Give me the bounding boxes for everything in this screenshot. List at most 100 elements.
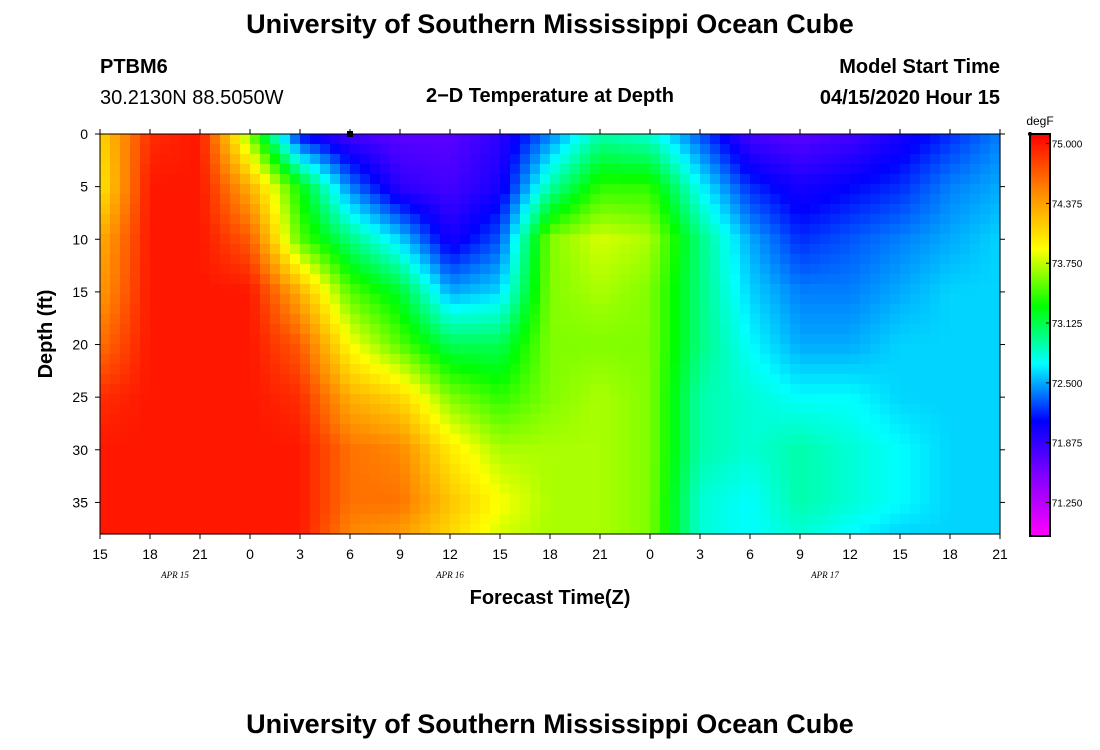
heat-cell: [570, 284, 581, 295]
heat-cell: [670, 274, 681, 285]
heat-cell: [670, 304, 681, 315]
heat-cell: [160, 214, 171, 225]
heat-cell: [720, 164, 731, 175]
heat-cell: [830, 344, 841, 355]
heat-cell: [940, 164, 951, 175]
heat-cell: [690, 424, 701, 435]
heat-cell: [880, 234, 891, 245]
heat-cell: [390, 424, 401, 435]
heat-cell: [730, 394, 741, 405]
heat-cell: [930, 494, 941, 505]
heat-cell: [690, 384, 701, 395]
heat-cell: [360, 254, 371, 265]
heat-cell: [210, 174, 221, 185]
heat-cell: [910, 334, 921, 345]
heat-cell: [420, 214, 431, 225]
heat-cell: [590, 204, 601, 215]
heat-cell: [980, 314, 991, 325]
heat-cell: [590, 154, 601, 165]
heat-cell: [540, 204, 551, 215]
heat-cell: [500, 234, 511, 245]
heat-cell: [120, 384, 131, 395]
heat-cell: [520, 144, 531, 155]
heat-cell: [720, 514, 731, 525]
heat-cell: [910, 464, 921, 475]
heat-cell: [600, 314, 611, 325]
heat-cell: [970, 324, 981, 335]
heat-cell: [640, 504, 651, 515]
heat-cell: [370, 474, 381, 485]
heat-cell: [570, 274, 581, 285]
heat-cell: [840, 444, 851, 455]
heat-cell: [620, 244, 631, 255]
heat-cell: [100, 204, 111, 215]
heat-cell: [400, 494, 411, 505]
heat-cell: [960, 144, 971, 155]
heat-cell: [110, 234, 121, 245]
heat-cell: [600, 224, 611, 235]
heat-cell: [330, 184, 341, 195]
heat-cell: [980, 184, 991, 195]
heat-cell: [790, 274, 801, 285]
heat-cell: [920, 364, 931, 375]
heat-cell: [920, 164, 931, 175]
heat-cell: [700, 264, 711, 275]
heat-cell: [370, 484, 381, 495]
heat-cell: [630, 204, 641, 215]
heat-cell: [430, 144, 441, 155]
heat-cell: [420, 464, 431, 475]
heat-cell: [280, 344, 291, 355]
heat-cell: [730, 284, 741, 295]
heat-cell: [580, 354, 591, 365]
heat-cell: [420, 424, 431, 435]
heat-cell: [150, 344, 161, 355]
heat-cell: [560, 194, 571, 205]
heat-cell: [890, 384, 901, 395]
heat-cell: [660, 134, 671, 145]
heat-cell: [450, 264, 461, 275]
heat-cell: [510, 264, 521, 275]
heat-cell: [690, 344, 701, 355]
heat-cell: [680, 474, 691, 485]
heat-cell: [650, 324, 661, 335]
heat-cell: [800, 174, 811, 185]
heat-cell: [120, 414, 131, 425]
heat-cell: [780, 474, 791, 485]
heat-cell: [670, 264, 681, 275]
heat-cell: [290, 434, 301, 445]
heat-cell: [870, 304, 881, 315]
heat-cell: [130, 404, 141, 415]
heat-cell: [480, 524, 491, 535]
heat-cell: [140, 354, 151, 365]
heat-cell: [300, 304, 311, 315]
heat-cell: [800, 454, 811, 465]
heat-cell: [620, 504, 631, 515]
heat-cell: [820, 204, 831, 215]
heat-cell: [170, 194, 181, 205]
heat-cell: [440, 334, 451, 345]
heat-cell: [990, 414, 1001, 425]
heat-cell: [720, 244, 731, 255]
heat-cell: [440, 194, 451, 205]
heat-cell: [940, 494, 951, 505]
heat-cell: [880, 454, 891, 465]
heat-cell: [740, 224, 751, 235]
x-tick-label: 12: [842, 546, 858, 562]
heat-cell: [390, 164, 401, 175]
heat-cell: [880, 484, 891, 495]
heat-cell: [810, 434, 821, 445]
heat-cell: [910, 154, 921, 165]
heat-cell: [600, 414, 611, 425]
heat-cell: [280, 354, 291, 365]
heat-cell: [290, 484, 301, 495]
heat-cell: [950, 414, 961, 425]
heat-cell: [350, 484, 361, 495]
heat-cell: [670, 214, 681, 225]
heat-cell: [840, 294, 851, 305]
heat-cell: [110, 494, 121, 505]
heat-cell: [740, 324, 751, 335]
heat-cell: [370, 294, 381, 305]
heat-cell: [700, 204, 711, 215]
heat-cell: [560, 284, 571, 295]
heat-cell: [810, 524, 821, 535]
